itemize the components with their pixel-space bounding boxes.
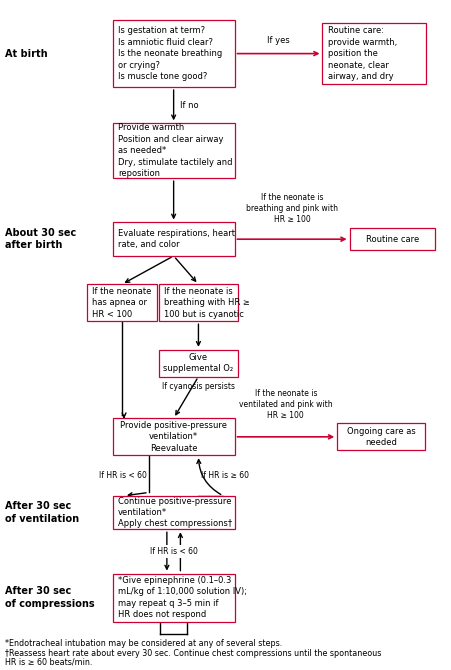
- Text: If HR is < 60: If HR is < 60: [99, 471, 147, 480]
- Text: About 30 sec
after birth: About 30 sec after birth: [5, 228, 76, 251]
- Text: If yes: If yes: [267, 36, 290, 45]
- FancyBboxPatch shape: [350, 228, 435, 250]
- Text: Routine care:
provide warmth,
position the
neonate, clear
airway, and dry: Routine care: provide warmth, position t…: [328, 26, 397, 81]
- Text: Give
supplemental O₂: Give supplemental O₂: [163, 353, 234, 373]
- Text: Evaluate respirations, heart
rate, and color: Evaluate respirations, heart rate, and c…: [118, 229, 235, 249]
- Text: Is gestation at term?
Is amniotic fluid clear?
Is the neonate breathing
or cryin: Is gestation at term? Is amniotic fluid …: [118, 26, 222, 81]
- Text: At birth: At birth: [5, 49, 47, 58]
- FancyBboxPatch shape: [159, 284, 238, 321]
- Text: Continue positive-pressure
ventilation*
Apply chest compressions†: Continue positive-pressure ventilation* …: [118, 496, 232, 529]
- FancyBboxPatch shape: [113, 496, 235, 529]
- Text: If the neonate is
breathing and pink with
HR ≥ 100: If the neonate is breathing and pink wit…: [246, 193, 338, 224]
- FancyBboxPatch shape: [113, 20, 235, 87]
- Text: If the neonate
has apnea or
HR < 100: If the neonate has apnea or HR < 100: [92, 287, 152, 319]
- Text: *Endotracheal intubation may be considered at any of several steps.: *Endotracheal intubation may be consider…: [5, 639, 282, 648]
- FancyBboxPatch shape: [337, 423, 425, 450]
- FancyBboxPatch shape: [322, 23, 426, 84]
- Text: †Reassess heart rate about every 30 sec. Continue chest compressions until the s: †Reassess heart rate about every 30 sec.…: [5, 649, 381, 657]
- Text: Routine care: Routine care: [366, 234, 419, 244]
- Text: If HR is ≥ 60: If HR is ≥ 60: [201, 471, 249, 480]
- Text: Provide warmth
Position and clear airway
as needed*
Dry, stimulate tactilely and: Provide warmth Position and clear airway…: [118, 123, 233, 178]
- FancyBboxPatch shape: [113, 574, 235, 622]
- Text: If the neonate is
ventilated and pink with
HR ≥ 100: If the neonate is ventilated and pink wi…: [239, 389, 333, 420]
- FancyBboxPatch shape: [87, 284, 157, 321]
- Text: If the neonate is
breathing with HR ≥
100 but is cyanotic: If the neonate is breathing with HR ≥ 10…: [165, 287, 250, 319]
- FancyBboxPatch shape: [113, 123, 235, 178]
- Text: After 30 sec
of compressions: After 30 sec of compressions: [5, 586, 94, 609]
- Text: Ongoing care as
needed: Ongoing care as needed: [347, 427, 415, 447]
- Text: After 30 sec
of ventilation: After 30 sec of ventilation: [5, 501, 78, 524]
- Text: *Give epinephrine (0.1–0.3
mL/kg of 1:10,000 solution IV);
may repeat q 3–5 min : *Give epinephrine (0.1–0.3 mL/kg of 1:10…: [118, 576, 247, 619]
- FancyBboxPatch shape: [113, 222, 235, 256]
- Text: If cyanosis persists: If cyanosis persists: [162, 382, 235, 391]
- FancyBboxPatch shape: [159, 350, 238, 377]
- FancyBboxPatch shape: [113, 418, 235, 456]
- Text: If HR is < 60: If HR is < 60: [150, 547, 198, 556]
- Text: Provide positive-pressure
ventilation*
Reevaluate: Provide positive-pressure ventilation* R…: [120, 421, 227, 453]
- Text: If no: If no: [180, 100, 199, 110]
- Text: HR is ≥ 60 beats/min.: HR is ≥ 60 beats/min.: [5, 658, 92, 667]
